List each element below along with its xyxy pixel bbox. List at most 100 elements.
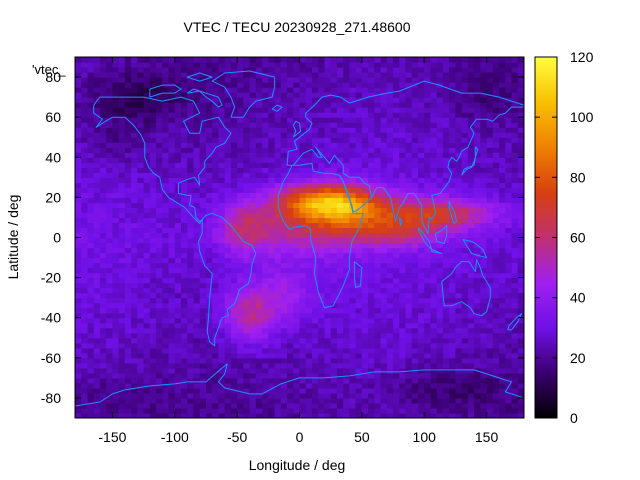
heatmap-cell: [131, 392, 138, 399]
heatmap-cell: [424, 307, 432, 314]
heatmap-cell: [249, 367, 257, 374]
heatmap-cell: [99, 82, 107, 88]
heatmap-cell: [311, 147, 319, 153]
heatmap-cell: [205, 97, 213, 103]
heatmap-cell: [75, 237, 82, 244]
heatmap-cell: [393, 367, 400, 374]
heatmap-cell: [374, 247, 382, 254]
heatmap-cell: [349, 352, 357, 359]
heatmap-cell: [99, 92, 107, 98]
heatmap-cell: [374, 377, 382, 384]
heatmap-cell: [137, 387, 145, 394]
heatmap-cell: [230, 307, 238, 314]
heatmap-cell: [199, 297, 207, 304]
heatmap-cell: [187, 382, 195, 389]
heatmap-cell: [149, 102, 157, 108]
heatmap-cell: [311, 407, 319, 414]
heatmap-cell: [205, 292, 213, 299]
heatmap-cell: [262, 127, 269, 133]
heatmap-cell: [374, 322, 382, 329]
heatmap-cell: [436, 262, 444, 269]
heatmap-cell: [343, 362, 350, 369]
heatmap-cell: [230, 197, 238, 203]
heatmap-cell: [474, 72, 481, 78]
heatmap-cell: [399, 397, 407, 404]
heatmap-cell: [417, 237, 425, 244]
heatmap-cell: [124, 347, 132, 354]
heatmap-cell: [106, 147, 114, 153]
heatmap-cell: [299, 347, 307, 354]
heatmap-cell: [118, 377, 126, 384]
heatmap-cell: [455, 67, 463, 73]
heatmap-cell: [343, 222, 350, 229]
heatmap-cell: [380, 357, 388, 364]
heatmap-cell: [81, 377, 89, 384]
heatmap-cell: [93, 167, 101, 173]
heatmap-cell: [449, 157, 457, 163]
heatmap-cell: [311, 112, 319, 118]
heatmap-cell: [268, 112, 276, 118]
heatmap-cell: [474, 277, 481, 284]
heatmap-cell: [330, 182, 338, 188]
heatmap-cell: [430, 332, 438, 339]
heatmap-cell: [205, 217, 213, 224]
heatmap-cell: [99, 152, 107, 158]
heatmap-cell: [75, 257, 82, 264]
heatmap-cell: [330, 292, 338, 299]
heatmap-cell: [156, 242, 163, 249]
heatmap-cell: [149, 212, 157, 219]
heatmap-cell: [368, 97, 375, 103]
heatmap-cell: [255, 217, 263, 224]
heatmap-cell: [336, 277, 344, 284]
heatmap-cell: [212, 172, 220, 178]
heatmap-cell: [336, 77, 344, 83]
heatmap-cell: [486, 412, 494, 418]
heatmap-cell: [93, 247, 101, 254]
heatmap-cell: [486, 282, 494, 289]
heatmap-cell: [93, 377, 101, 384]
heatmap-cell: [81, 327, 89, 334]
heatmap-cell: [355, 182, 363, 188]
heatmap-cell: [237, 377, 244, 384]
heatmap-cell: [87, 242, 95, 249]
heatmap-cell: [399, 372, 407, 379]
heatmap-cell: [162, 62, 170, 68]
heatmap-cell: [411, 57, 419, 63]
heatmap-cell: [287, 397, 294, 404]
heatmap-cell: [174, 287, 182, 294]
heatmap-cell: [112, 152, 120, 158]
heatmap-cell: [349, 182, 357, 188]
heatmap-cell: [399, 217, 407, 224]
heatmap-cell: [181, 212, 188, 219]
heatmap-cell: [361, 87, 369, 93]
heatmap-cell: [430, 142, 438, 148]
heatmap-cell: [486, 217, 494, 224]
heatmap-cell: [230, 337, 238, 344]
heatmap-cell: [249, 397, 257, 404]
heatmap-cell: [268, 97, 276, 103]
heatmap-cell: [424, 147, 432, 153]
heatmap-cell: [149, 412, 157, 418]
heatmap-cell: [336, 72, 344, 78]
heatmap-cell: [299, 312, 307, 319]
heatmap-cell: [305, 387, 313, 394]
heatmap-cell: [324, 222, 332, 229]
heatmap-cell: [480, 297, 488, 304]
heatmap-cell: [249, 132, 257, 138]
heatmap-cell: [137, 377, 145, 384]
heatmap-cell: [224, 62, 232, 68]
heatmap-cell: [274, 67, 282, 73]
heatmap-cell: [467, 252, 475, 259]
heatmap-cell: [262, 102, 269, 108]
heatmap-cell: [205, 227, 213, 234]
heatmap-cell: [399, 167, 407, 173]
heatmap-cell: [162, 377, 170, 384]
heatmap-cell: [374, 397, 382, 404]
heatmap-cell: [262, 112, 269, 118]
heatmap-cell: [430, 377, 438, 384]
heatmap-cell: [499, 277, 506, 284]
heatmap-cell: [218, 177, 226, 183]
heatmap-cell: [218, 317, 226, 324]
heatmap-cell: [405, 142, 413, 148]
heatmap-cell: [168, 87, 176, 93]
